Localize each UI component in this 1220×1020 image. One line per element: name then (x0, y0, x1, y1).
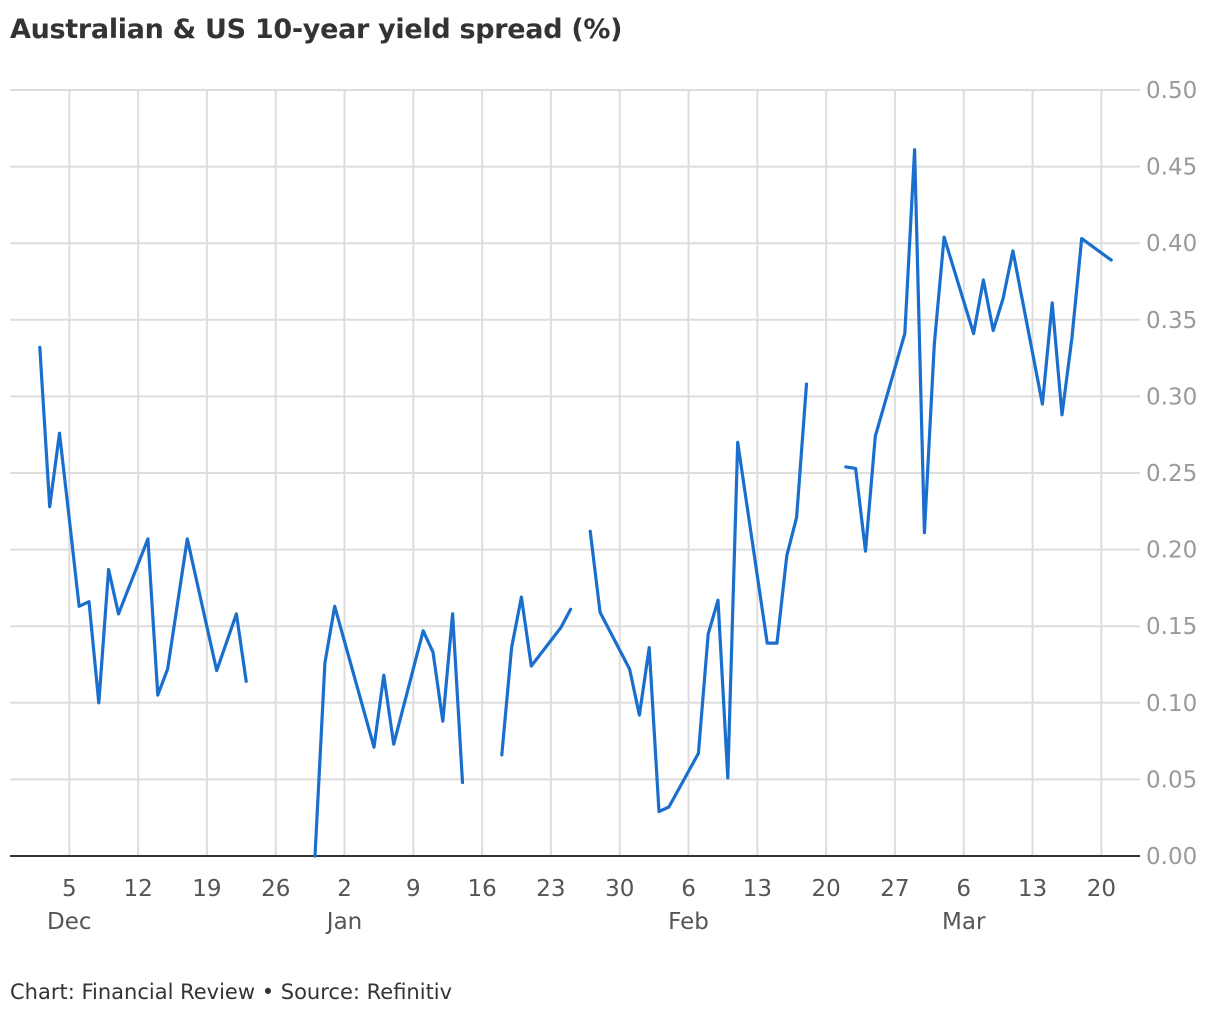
x-month-label: Feb (668, 909, 709, 935)
y-tick-label: 0.15 (1146, 614, 1197, 640)
x-tick-label: 13 (743, 876, 772, 902)
y-tick-label: 0.30 (1146, 384, 1197, 410)
y-tick-label: 0.25 (1146, 461, 1197, 487)
chart-panel: 0.00 0.05 0.10 0.15 0.20 0.25 0.30 0.35 0.40 0.45… (10, 62, 1210, 968)
chart-title: Australian & US 10-year yield spread (%) (10, 14, 623, 45)
x-month-label: Jan (325, 909, 362, 935)
y-tick-label: 0.50 (1146, 78, 1197, 104)
x-tick-label: 2 (337, 876, 352, 902)
series-line-segment (38, 345, 248, 705)
y-tick-label: 0.05 (1146, 767, 1197, 793)
series-line-segment (588, 382, 809, 814)
x-tick-label: 9 (406, 876, 421, 902)
x-tick-label: 23 (536, 876, 565, 902)
chart-source-credit: Chart: Financial Review • Source: Refini… (10, 980, 453, 1004)
x-tick-label: 13 (1018, 876, 1047, 902)
y-tick-label: 0.10 (1146, 691, 1197, 717)
x-tick-label: 20 (1087, 876, 1116, 902)
y-tick-label: 0.40 (1146, 231, 1197, 257)
y-tick-label: 0.20 (1146, 538, 1197, 564)
x-tick-label: 26 (261, 876, 290, 902)
x-tick-label: 20 (811, 876, 840, 902)
chart-svg: 0.00 0.05 0.10 0.15 0.20 0.25 0.30 0.35 0.40 0.45… (10, 78, 1197, 935)
y-tick-label: 0.00 (1146, 844, 1197, 870)
x-tick-label: 12 (123, 876, 152, 902)
x-tick-label: 27 (880, 876, 909, 902)
x-tick-label: 6 (681, 876, 696, 902)
y-tick-label: 0.35 (1146, 308, 1197, 334)
x-tick-label: 5 (62, 876, 77, 902)
series-line-segment (500, 595, 573, 757)
series-line-segment (844, 148, 1113, 553)
x-tick-label: 16 (467, 876, 496, 902)
y-tick-label: 0.45 (1146, 155, 1197, 181)
x-tick-label: 19 (192, 876, 221, 902)
series-line-segment (313, 604, 465, 858)
x-month-label: Mar (942, 909, 986, 935)
x-tick-label: 30 (605, 876, 634, 902)
x-month-label: Dec (47, 909, 92, 935)
x-tick-label: 6 (956, 876, 971, 902)
